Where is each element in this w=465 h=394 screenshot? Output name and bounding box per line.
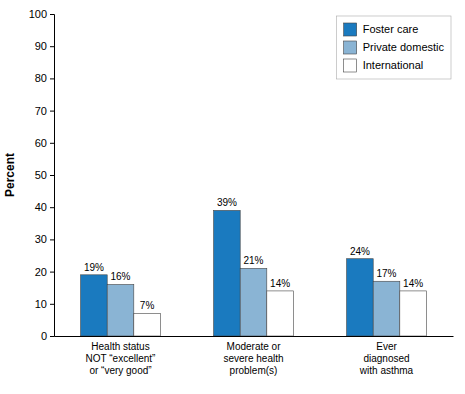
y-tick-mark bbox=[50, 272, 54, 273]
y-tick-mark bbox=[50, 239, 54, 240]
bar bbox=[214, 210, 241, 336]
y-tick-mark bbox=[50, 207, 54, 208]
legend-item: International bbox=[344, 59, 424, 72]
y-tick-label: 10 bbox=[35, 298, 47, 310]
bar bbox=[240, 268, 267, 336]
x-tick-label-line: Health status bbox=[91, 341, 149, 352]
bar-series bbox=[81, 210, 374, 336]
bar bbox=[134, 313, 161, 336]
x-tick-label: Moderate orsevere healthproblem(s) bbox=[223, 341, 283, 376]
data-label: 16% bbox=[110, 271, 130, 282]
y-tick-mark bbox=[50, 46, 54, 47]
legend-label: Private domestic bbox=[363, 41, 445, 53]
bar bbox=[81, 275, 108, 336]
y-tick-mark bbox=[50, 14, 54, 15]
legend-label: Foster care bbox=[363, 23, 419, 35]
y-tick-label: 30 bbox=[35, 233, 47, 245]
x-tick-label: Everdiagnosedwith asthma bbox=[359, 341, 414, 376]
y-tick: 20 bbox=[35, 266, 54, 278]
legend: Foster care Private domestic International bbox=[337, 16, 451, 79]
y-tick: 70 bbox=[35, 105, 54, 117]
legend-swatch bbox=[344, 59, 357, 72]
x-tick-label-line: with asthma bbox=[359, 365, 414, 376]
y-tick-label: 90 bbox=[35, 40, 47, 52]
x-tick-label-line: Ever bbox=[376, 341, 397, 352]
y-axis-title: Percent bbox=[3, 153, 17, 197]
y-tick: 90 bbox=[35, 40, 54, 52]
data-label: 17% bbox=[376, 268, 396, 279]
x-tick-label-line: diagnosed bbox=[363, 353, 409, 364]
y-tick-label: 70 bbox=[35, 105, 47, 117]
legend-label: International bbox=[363, 59, 424, 71]
y-tick: 80 bbox=[35, 72, 54, 84]
x-tick-label: Health statusNOT “excellent”or “very goo… bbox=[86, 341, 156, 376]
x-axis-line bbox=[55, 336, 454, 337]
y-tick-label: 0 bbox=[41, 330, 47, 342]
x-tick: Everdiagnosedwith asthma bbox=[359, 341, 414, 376]
x-tick-label-line: severe health bbox=[223, 353, 283, 364]
legend-frame bbox=[337, 16, 451, 79]
x-tick: Health statusNOT “excellent”or “very goo… bbox=[86, 341, 156, 376]
y-tick-mark bbox=[50, 111, 54, 112]
bar bbox=[400, 291, 427, 336]
bar-series bbox=[134, 291, 427, 336]
data-label: 14% bbox=[270, 278, 290, 289]
data-label: 24% bbox=[350, 246, 370, 257]
y-tick: 50 bbox=[35, 169, 54, 181]
bar-series bbox=[107, 268, 400, 336]
y-axis-line bbox=[50, 15, 55, 337]
y-tick-label: 50 bbox=[35, 169, 47, 181]
y-tick-label: 40 bbox=[35, 201, 47, 213]
x-tick-label-line: Moderate or bbox=[227, 341, 282, 352]
y-tick: 0 bbox=[41, 330, 54, 342]
y-tick: 10 bbox=[35, 298, 54, 310]
legend-swatch bbox=[344, 41, 357, 54]
y-tick: 30 bbox=[35, 233, 54, 245]
x-axis: Health statusNOT “excellent”or “very goo… bbox=[55, 337, 454, 377]
y-tick-label: 80 bbox=[35, 72, 47, 84]
y-tick: 40 bbox=[35, 201, 54, 213]
bar bbox=[373, 281, 400, 336]
x-tick-label-line: NOT “excellent” bbox=[86, 353, 156, 364]
y-tick-label: 100 bbox=[29, 8, 47, 20]
y-tick-mark bbox=[50, 336, 54, 337]
chart-container: 0 10 20 30 40 50 60 70 80 90 100 Health statusNOT “… bbox=[0, 0, 465, 394]
y-tick: 60 bbox=[35, 137, 54, 149]
bars bbox=[81, 210, 427, 336]
legend-item: Foster care bbox=[344, 23, 419, 36]
y-tick-label: 20 bbox=[35, 266, 47, 278]
legend-item: Private domestic bbox=[344, 41, 445, 54]
bar bbox=[347, 259, 374, 336]
chart-svg: 0 10 20 30 40 50 60 70 80 90 100 Health statusNOT “… bbox=[0, 0, 465, 394]
x-tick: Moderate orsevere healthproblem(s) bbox=[223, 341, 283, 376]
y-tick-mark bbox=[50, 78, 54, 79]
y-tick-label: 60 bbox=[35, 137, 47, 149]
plot-area: 0 10 20 30 40 50 60 70 80 90 100 Health statusNOT “… bbox=[3, 8, 454, 376]
data-label: 39% bbox=[217, 197, 237, 208]
bar bbox=[107, 284, 134, 336]
y-tick: 100 bbox=[29, 8, 54, 20]
data-label: 7% bbox=[140, 300, 155, 311]
y-axis: 0 10 20 30 40 50 60 70 80 90 100 bbox=[29, 8, 55, 342]
data-labels: 19% 39% 24% 16% 21% 17% 7% 14% 14% bbox=[84, 197, 423, 311]
data-label: 21% bbox=[243, 255, 263, 266]
x-tick-label-line: problem(s) bbox=[230, 365, 278, 376]
y-tick-mark bbox=[50, 175, 54, 176]
bar bbox=[267, 291, 294, 336]
data-label: 19% bbox=[84, 262, 104, 273]
legend-swatch bbox=[344, 23, 357, 36]
y-tick-mark bbox=[50, 304, 54, 305]
y-tick-mark bbox=[50, 143, 54, 144]
x-tick-label-line: or “very good” bbox=[89, 365, 151, 376]
data-label: 14% bbox=[403, 278, 423, 289]
